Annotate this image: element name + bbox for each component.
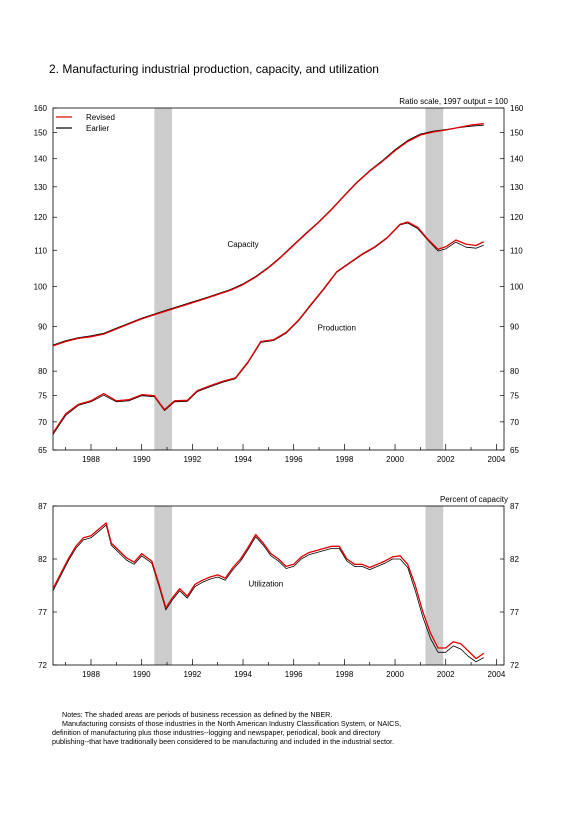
x-tick-label: 2004 — [488, 455, 506, 464]
utilization-chart: 72 72 77 77 82 82 87 87 1988 1990 1992 1994 1996 1998… — [38, 495, 519, 679]
note-line-2: Manufacturing consists of those industri… — [62, 719, 402, 728]
page-title: 2. Manufacturing industrial production, … — [49, 62, 379, 76]
y-tick-label-right: 150 — [510, 129, 524, 138]
annotation-utilization: Utilization — [248, 580, 283, 589]
y-tick-label-left: 160 — [34, 104, 48, 113]
scale-note: Percent of capacity — [440, 495, 508, 504]
y-tick-label-right: 80 — [510, 367, 519, 376]
x-tick-label: 1992 — [183, 670, 201, 679]
series-line-earlier — [52, 524, 484, 663]
series-line-revised — [52, 522, 485, 660]
series-line-earlier-production — [52, 222, 484, 435]
annotation-capacity: Capacity — [227, 240, 258, 249]
note-line-1: Notes: The shaded areas are periods of b… — [62, 710, 333, 719]
x-tick-label: 1994 — [234, 455, 252, 464]
y-tick-label-left: 72 — [38, 661, 47, 670]
y-tick-label-right: 130 — [510, 183, 524, 192]
y-tick-label-right: 100 — [510, 282, 524, 291]
note-line-4: publishing--that have traditionally been… — [52, 737, 395, 746]
y-tick-label-right: 77 — [510, 608, 519, 617]
legend-label-revised: Revised — [86, 113, 115, 122]
recession-shade-1 — [154, 108, 173, 450]
x-tick-label: 1998 — [335, 670, 353, 679]
plot-frame — [52, 505, 505, 666]
x-tick-label: 2002 — [437, 670, 455, 679]
y-tick-label-right: 90 — [510, 322, 519, 331]
y-tick-label-left: 150 — [34, 129, 48, 138]
recession-shade-2 — [425, 506, 444, 665]
y-tick-label-right: 140 — [510, 155, 524, 164]
y-tick-label-left: 90 — [38, 322, 47, 331]
recession-shade-2 — [425, 108, 444, 450]
x-tick-label: 1992 — [183, 455, 201, 464]
x-tick-label: 1990 — [133, 670, 151, 679]
x-tick-label: 1988 — [82, 670, 100, 679]
x-tick-label: 2000 — [386, 670, 404, 679]
y-tick-label-left: 100 — [34, 282, 48, 291]
y-tick-label-left: 140 — [34, 155, 48, 164]
y-tick-label-left: 65 — [38, 446, 47, 455]
x-tick-label: 2004 — [488, 670, 506, 679]
x-tick-label: 1988 — [82, 455, 100, 464]
y-tick-label-left: 110 — [34, 246, 47, 255]
x-tick-label: 1994 — [234, 670, 252, 679]
x-tick-label: 1998 — [335, 455, 353, 464]
y-tick-label-left: 77 — [38, 608, 47, 617]
x-tick-label: 2002 — [437, 455, 455, 464]
y-tick-label-right: 82 — [510, 555, 519, 564]
production-capacity-chart: 65 65 70 70 75 75 80 80 90 90 100 100 110 110 120 120 13… — [34, 97, 524, 464]
x-tick-label: 1996 — [285, 455, 303, 464]
y-tick-label-left: 70 — [38, 418, 47, 427]
y-tick-label-right: 110 — [510, 246, 523, 255]
annotation-production: Production — [318, 324, 356, 333]
y-tick-label-right: 87 — [510, 502, 519, 511]
y-tick-label-left: 75 — [38, 392, 47, 401]
y-tick-label-left: 87 — [38, 502, 47, 511]
scale-note: Ratio scale, 1997 output = 100 — [399, 97, 508, 106]
x-tick-label: 2000 — [386, 455, 404, 464]
y-tick-label-right: 75 — [510, 392, 519, 401]
y-tick-label-right: 65 — [510, 446, 519, 455]
y-tick-label-left: 80 — [38, 367, 47, 376]
plot-frame — [52, 107, 505, 451]
y-tick-label-left: 130 — [34, 183, 48, 192]
note-line-3: definition of manufacturing plus those i… — [52, 728, 381, 737]
series-line-earlier-capacity — [52, 124, 484, 346]
series-line-revised-capacity — [52, 123, 484, 347]
y-tick-label-right: 70 — [510, 418, 519, 427]
legend-label-earlier: Earlier — [86, 124, 109, 133]
x-tick-label: 1996 — [285, 670, 303, 679]
recession-shade-1 — [154, 506, 173, 665]
x-tick-label: 1990 — [133, 455, 151, 464]
y-tick-label-right: 72 — [510, 661, 519, 670]
series-line-revised-production — [52, 221, 484, 434]
y-tick-label-left: 120 — [34, 213, 48, 222]
y-tick-label-right: 160 — [510, 104, 524, 113]
y-tick-label-left: 82 — [38, 555, 47, 564]
y-tick-label-right: 120 — [510, 213, 524, 222]
